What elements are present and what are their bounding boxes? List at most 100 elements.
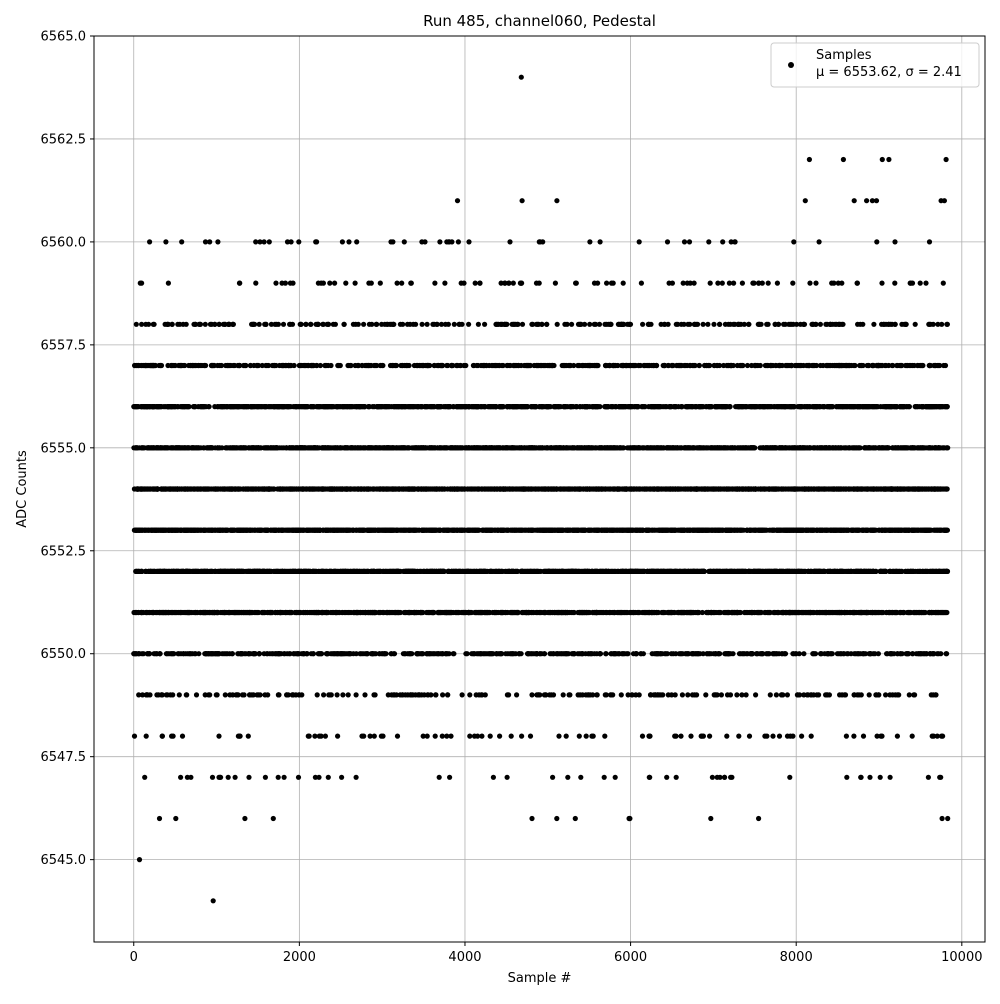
data-point <box>809 734 814 739</box>
data-point <box>799 734 804 739</box>
data-point <box>242 816 247 821</box>
data-point <box>414 651 419 656</box>
data-point <box>262 692 267 697</box>
data-point <box>233 775 238 780</box>
data-point <box>221 610 226 615</box>
data-point <box>231 569 236 574</box>
data-point <box>160 734 165 739</box>
data-point <box>825 651 830 656</box>
data-point <box>816 692 821 697</box>
data-point <box>529 816 534 821</box>
data-point <box>795 692 800 697</box>
data-point <box>447 651 452 656</box>
data-point <box>574 569 579 574</box>
data-point <box>354 775 359 780</box>
data-point <box>566 569 571 574</box>
data-point <box>817 610 822 615</box>
data-point <box>906 651 911 656</box>
data-point <box>867 692 872 697</box>
data-point <box>739 692 744 697</box>
data-point <box>248 569 253 574</box>
data-point <box>320 610 325 615</box>
data-point <box>646 734 651 739</box>
data-point <box>940 816 945 821</box>
data-point <box>246 734 251 739</box>
data-point <box>301 651 306 656</box>
data-point <box>389 651 394 656</box>
data-point <box>494 569 499 574</box>
data-point <box>771 569 776 574</box>
data-point <box>303 610 308 615</box>
data-point <box>642 610 647 615</box>
data-point <box>198 610 203 615</box>
data-point <box>469 651 474 656</box>
data-point <box>710 775 715 780</box>
data-point <box>503 569 508 574</box>
data-point <box>678 734 683 739</box>
data-point <box>440 734 445 739</box>
data-point <box>527 610 532 615</box>
data-point <box>584 734 589 739</box>
data-point <box>850 610 855 615</box>
data-point <box>679 651 684 656</box>
data-point <box>422 692 427 697</box>
data-point <box>550 775 555 780</box>
data-point <box>823 610 828 615</box>
data-point <box>506 692 511 697</box>
data-point <box>180 610 185 615</box>
data-point <box>633 651 638 656</box>
data-point <box>346 692 351 697</box>
data-point <box>343 610 348 615</box>
data-point <box>669 692 674 697</box>
data-point <box>276 692 281 697</box>
data-point <box>750 651 755 656</box>
data-point <box>924 651 929 656</box>
data-point <box>133 610 138 615</box>
data-point <box>748 610 753 615</box>
data-point <box>505 775 510 780</box>
data-point <box>168 692 173 697</box>
data-point <box>590 692 595 697</box>
data-point <box>703 692 708 697</box>
data-point <box>273 651 278 656</box>
data-point <box>766 651 771 656</box>
data-point <box>624 569 629 574</box>
data-point <box>680 692 685 697</box>
data-point <box>590 610 595 615</box>
data-point <box>173 610 178 615</box>
data-point <box>291 651 296 656</box>
data-point <box>875 734 880 739</box>
data-point <box>916 651 921 656</box>
data-point <box>491 651 496 656</box>
data-point <box>311 610 316 615</box>
data-point <box>578 775 583 780</box>
data-point <box>278 610 283 615</box>
data-point <box>241 610 246 615</box>
data-point <box>554 610 559 615</box>
data-point <box>347 651 352 656</box>
data-point <box>350 569 355 574</box>
data-point <box>781 569 786 574</box>
data-point <box>726 651 731 656</box>
data-point <box>460 569 465 574</box>
data-point <box>215 692 220 697</box>
data-point <box>870 569 875 574</box>
data-point <box>132 734 137 739</box>
data-point <box>613 651 618 656</box>
data-point <box>326 775 331 780</box>
data-point <box>282 775 287 780</box>
data-point <box>148 569 153 574</box>
data-point <box>534 651 539 656</box>
data-point <box>479 692 484 697</box>
data-point <box>658 651 663 656</box>
data-point <box>290 692 295 697</box>
data-point <box>477 610 482 615</box>
data-point <box>916 610 921 615</box>
data-point <box>649 569 654 574</box>
data-point <box>242 692 247 697</box>
data-point <box>400 692 405 697</box>
data-point <box>629 569 634 574</box>
data-point <box>542 692 547 697</box>
data-point <box>734 692 739 697</box>
data-point <box>271 816 276 821</box>
